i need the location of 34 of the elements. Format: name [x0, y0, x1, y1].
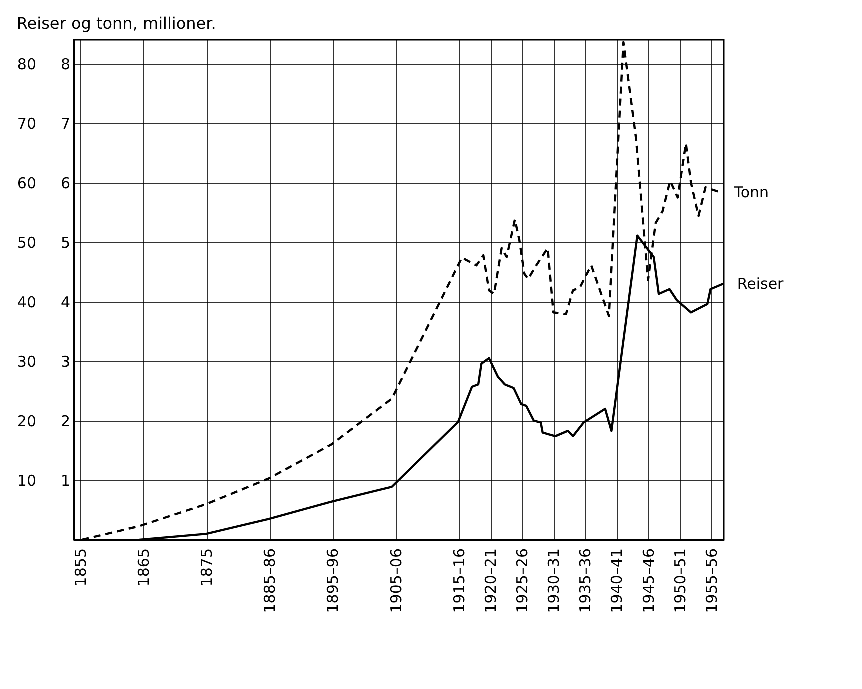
x-tick-label: 1885–86: [261, 548, 280, 614]
y2-tick-label: 7: [60, 114, 70, 133]
x-tick-label: 1950–51: [671, 548, 690, 614]
x-tick-label: 1920–21: [482, 548, 500, 614]
x-tick-label: 1855: [72, 548, 90, 587]
x-tick-label: 1875: [198, 548, 216, 587]
y-tick-label: 40: [17, 293, 36, 312]
y-tick-label: 30: [17, 352, 36, 371]
x-tick-label: 1940–41: [608, 548, 626, 614]
y2-tick-label: 2: [60, 412, 70, 430]
y-tick-label: 50: [17, 234, 36, 252]
chart-title: Reiser og tonn, millioner.: [16, 14, 216, 33]
y2-tick-label: 1: [60, 472, 70, 490]
x-tick-label: 1935–36: [576, 548, 595, 614]
series-label: Tonn: [733, 183, 770, 202]
y2-tick-label: 6: [60, 174, 70, 192]
y2-tick-label: 5: [60, 234, 70, 252]
x-tick-label: 1915–16: [450, 548, 468, 614]
y2-tick-label: 3: [60, 352, 70, 371]
x-tick-label: 1905–06: [387, 548, 406, 614]
x-tick-label: 1925–26: [514, 548, 532, 614]
y-tick-label: 80: [17, 55, 36, 74]
y2-tick-label: 4: [60, 293, 70, 312]
y2-tick-label: 8: [60, 55, 70, 74]
x-tick-label: 1895–96: [324, 548, 342, 614]
x-tick-label: 1945–46: [640, 548, 658, 614]
y-tick-label: 70: [17, 114, 36, 133]
x-tick-label: 1930–31: [545, 548, 564, 614]
x-tick-label: 1865: [134, 548, 153, 587]
y-tick-label: 60: [17, 174, 36, 192]
y-tick-label: 10: [17, 472, 36, 490]
series-label: Reiser: [737, 275, 785, 294]
x-tick-label: 1955–56: [702, 548, 721, 614]
y-tick-label: 20: [17, 412, 36, 430]
